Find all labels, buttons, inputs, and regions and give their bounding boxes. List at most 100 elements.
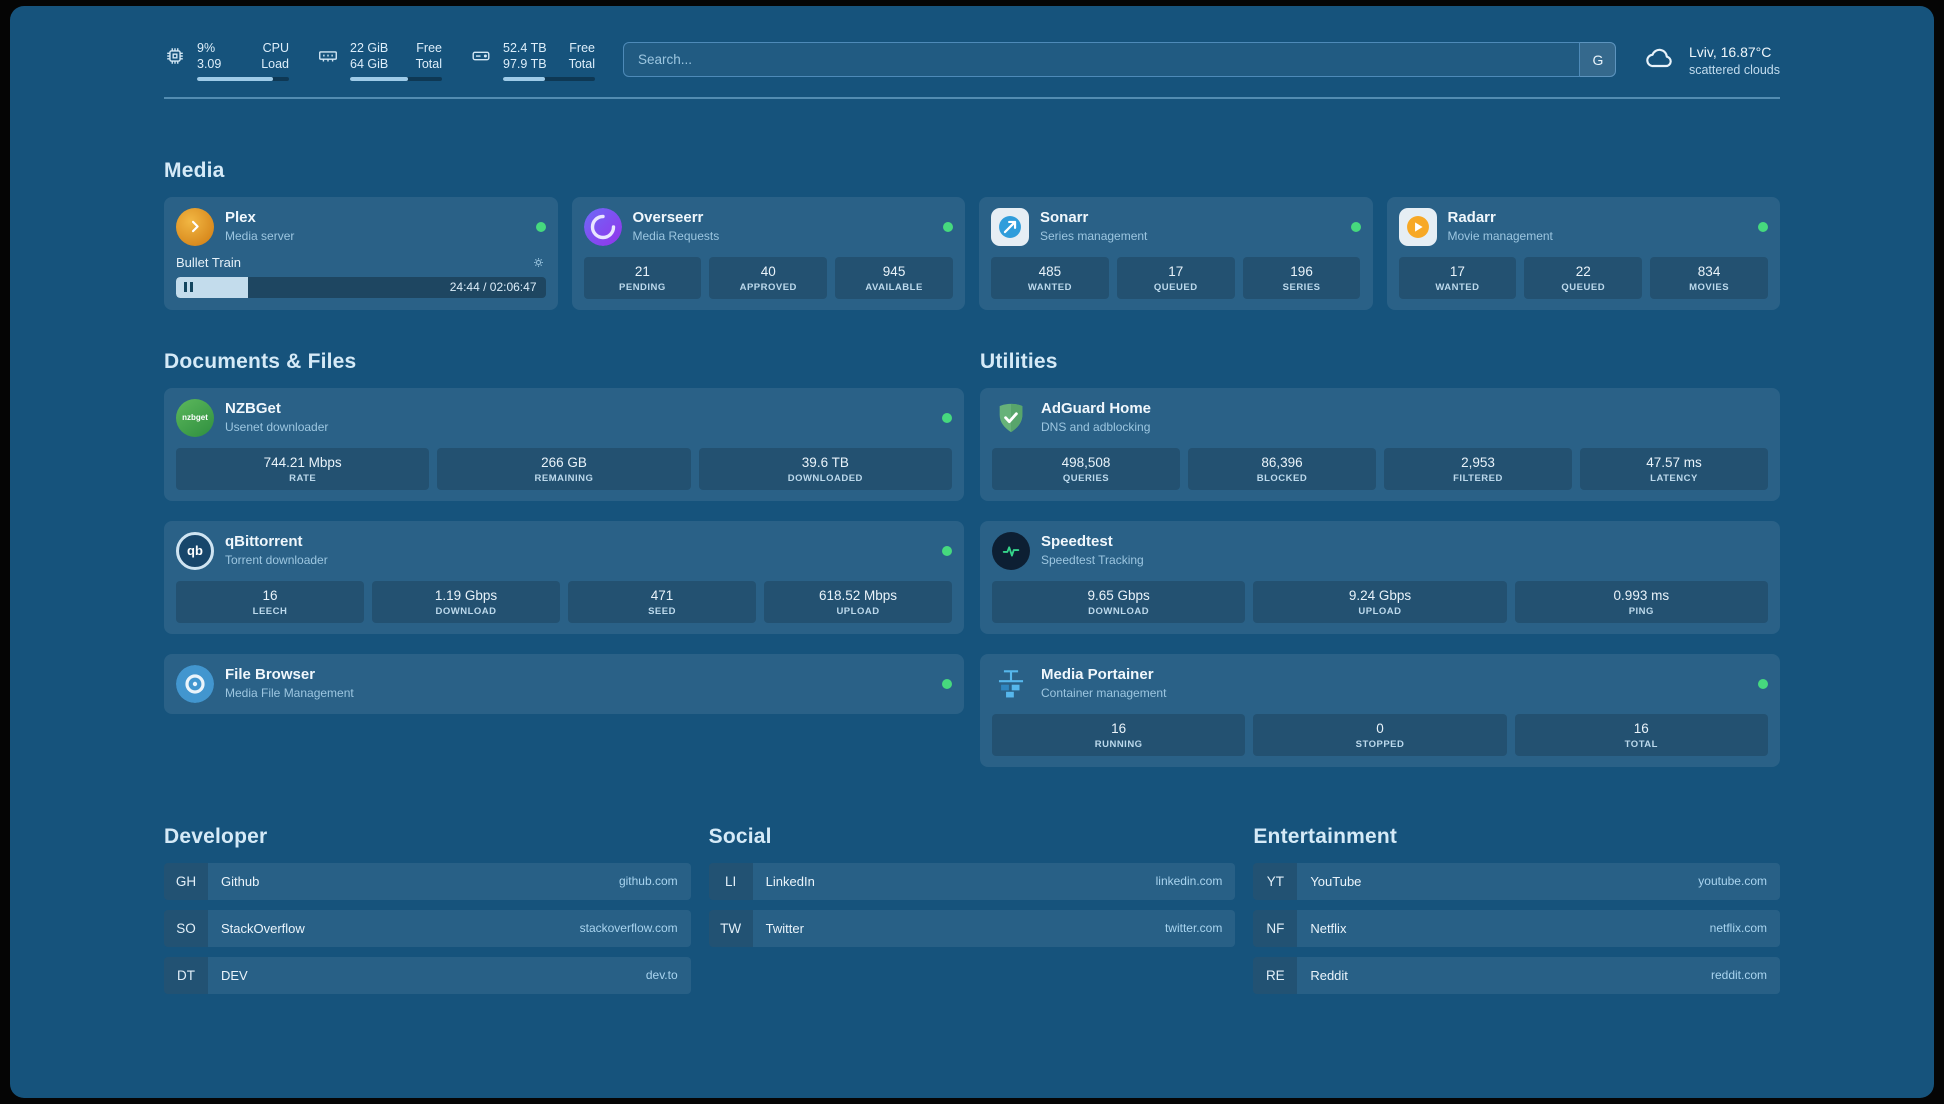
bookmark-github[interactable]: GH Github github.com	[164, 862, 691, 900]
stat-wanted: 17 WANTED	[1398, 256, 1517, 299]
app-subtitle: Torrent downloader	[225, 552, 328, 567]
stat-label: PING	[1628, 605, 1654, 617]
stat-label: WANTED	[1435, 281, 1480, 293]
bookmark-url: github.com	[618, 874, 678, 888]
stat-value: 471	[650, 587, 674, 603]
bookmark-youtube[interactable]: YT YouTube youtube.com	[1253, 862, 1780, 900]
speedtest-card[interactable]: Speedtest Speedtest Tracking 9.65 Gbps DO…	[980, 520, 1780, 634]
overseerr-card[interactable]: Overseerr Media Requests 21 PENDING 40 APP…	[571, 196, 965, 310]
bookmark-url: netflix.com	[1709, 921, 1767, 935]
cpu-widget: 9% CPU 3.09 Load	[164, 40, 289, 81]
app-name: Radarr	[1447, 209, 1496, 227]
search-bar: G	[623, 42, 1616, 77]
cpu-load-value: 3.09	[197, 57, 222, 72]
stat-label: LEECH	[252, 605, 288, 617]
pause-button[interactable]	[184, 282, 193, 292]
bookmark-abbr: GH	[164, 862, 208, 900]
stat-value: 17	[1168, 263, 1184, 279]
status-dot	[535, 221, 546, 232]
section-title-media: Media	[164, 158, 225, 182]
bookmark-url: stackoverflow.com	[579, 921, 678, 935]
bookmarks-section: Developer GH Github github.com SO StackOv…	[164, 825, 1780, 1060]
stat-label: SEED	[648, 605, 676, 617]
stat-label: RUNNING	[1094, 738, 1143, 750]
stat-label: LATENCY	[1650, 472, 1698, 484]
status-dot	[1350, 221, 1361, 232]
stat-queued: 17 QUEUED	[1116, 256, 1235, 299]
stat-label: BLOCKED	[1256, 472, 1308, 484]
cloud-icon	[1644, 42, 1676, 79]
weather-condition: scattered clouds	[1688, 63, 1780, 77]
app-name: qBittorrent	[225, 533, 303, 551]
bookmark-twitter[interactable]: TW Twitter twitter.com	[708, 909, 1236, 947]
memory-icon	[317, 45, 339, 81]
radarr-card[interactable]: Radarr Movie management 17 WANTED 22 QUEUE…	[1386, 196, 1780, 310]
cpu-usage-value: 9%	[197, 41, 216, 55]
bookmark-netflix[interactable]: NF Netflix netflix.com	[1253, 909, 1780, 947]
stat-value: 0.993 ms	[1613, 587, 1670, 603]
nzbget-card[interactable]: nzbget NZBGet Usenet downloader 744.21 M…	[164, 387, 964, 501]
bookmark-stackoverflow[interactable]: SO StackOverflow stackoverflow.com	[164, 909, 691, 947]
stat-downloaded: 39.6 TB DOWNLOADED	[698, 447, 952, 490]
stat-value: 40	[760, 263, 776, 279]
plex-card[interactable]: Plex Media server Bullet Train 24:44 / 0	[164, 196, 558, 310]
stat-label: RATE	[289, 472, 317, 484]
bookmark-reddit[interactable]: RE Reddit reddit.com	[1253, 956, 1780, 994]
bookmark-name: Github	[221, 873, 260, 889]
adguard-icon	[992, 399, 1030, 437]
bookmark-name: Twitter	[765, 920, 804, 936]
search-input[interactable]	[623, 42, 1616, 77]
adguard-card[interactable]: AdGuard Home DNS and adblocking 498,508 Q…	[980, 387, 1780, 501]
bookmark-name: DEV	[221, 967, 248, 983]
app-name: Overseerr	[632, 209, 704, 227]
sonarr-card[interactable]: Sonarr Series management 485 WANTED 17 QUE…	[979, 196, 1373, 310]
bookmarks-social: Social LI LinkedIn linkedin.com TW Twitte…	[708, 825, 1236, 1004]
weather-location: Lviv, 16.87°C	[1688, 44, 1772, 60]
settings-gear-icon[interactable]	[531, 255, 546, 270]
bookmark-abbr: SO	[164, 909, 208, 947]
bookmark-linkedin[interactable]: LI LinkedIn linkedin.com	[708, 862, 1236, 900]
stat-value: 498,508	[1061, 454, 1111, 470]
sonarr-icon	[991, 207, 1029, 246]
app-subtitle: Usenet downloader	[225, 419, 329, 434]
bookmarks-developer: Developer GH Github github.com SO StackOv…	[164, 825, 691, 1004]
memory-progress-bar	[350, 76, 442, 81]
qbittorrent-card[interactable]: qb qBittorrent Torrent downloader 16 LEEC…	[164, 520, 964, 634]
bookmark-name: LinkedIn	[765, 873, 815, 889]
bookmark-dev[interactable]: DT DEV dev.to	[164, 956, 691, 994]
stat-pending: 21 PENDING	[583, 256, 702, 299]
stat-rate: 744.21 Mbps RATE	[176, 447, 430, 490]
cpu-load-label: Load	[261, 57, 289, 72]
status-dot	[1758, 678, 1768, 689]
stat-value: 266 GB	[541, 454, 587, 470]
memory-free-value: 22 GiB	[350, 41, 389, 55]
section-title-entertainment: Entertainment	[1253, 824, 1398, 848]
filebrowser-card[interactable]: File Browser Media File Management	[164, 653, 964, 714]
search-provider-button[interactable]: G	[1578, 42, 1616, 77]
bookmark-abbr: NF	[1253, 909, 1298, 947]
stat-label: DOWNLOAD	[1088, 605, 1150, 617]
disk-progress-bar	[503, 76, 595, 81]
stat-value: 945	[882, 263, 906, 279]
app-subtitle: Media server	[225, 228, 295, 243]
bookmark-name: YouTube	[1310, 873, 1362, 889]
disk-free-value: 52.4 TB	[503, 41, 547, 55]
stat-label: FILTERED	[1453, 472, 1503, 484]
disk-icon	[470, 45, 492, 81]
memory-total-label: Total	[415, 57, 442, 72]
disk-widget: 52.4 TB Free 97.9 TB Total	[470, 40, 595, 81]
bookmark-url: reddit.com	[1710, 968, 1767, 982]
stat-label: UPLOAD	[1358, 605, 1402, 617]
stat-label: QUEUED	[1561, 281, 1606, 293]
app-name: AdGuard Home	[1041, 400, 1152, 418]
stat-remaining: 266 GB REMAINING	[437, 447, 691, 490]
app-subtitle: DNS and adblocking	[1041, 419, 1151, 434]
stat-value: 39.6 TB	[801, 454, 849, 470]
portainer-card[interactable]: Media Portainer Container management 16 R…	[980, 653, 1780, 767]
now-playing-title: Bullet Train	[176, 254, 242, 270]
portainer-icon	[992, 665, 1030, 703]
playback-progress-bar[interactable]: 24:44 / 02:06:47	[176, 276, 546, 298]
stat-total: 16 TOTAL	[1514, 713, 1768, 756]
overseerr-icon	[583, 207, 622, 246]
stat-value: 22	[1575, 263, 1591, 279]
